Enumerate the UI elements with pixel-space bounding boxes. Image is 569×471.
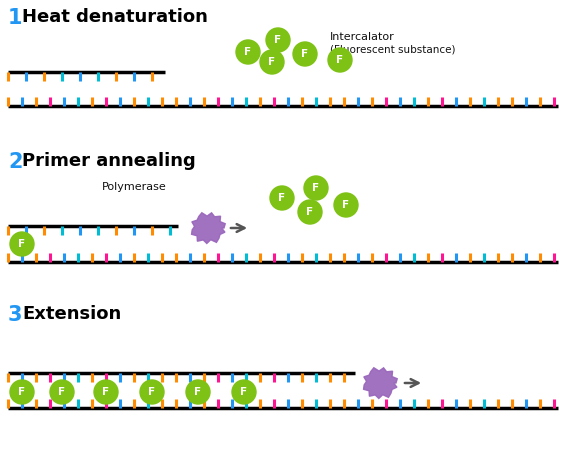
Circle shape: [10, 380, 34, 404]
Circle shape: [304, 176, 328, 200]
Text: F: F: [269, 57, 275, 67]
Text: F: F: [336, 55, 344, 65]
Circle shape: [50, 380, 74, 404]
Text: F: F: [278, 193, 286, 203]
Text: F: F: [18, 387, 26, 397]
Circle shape: [186, 380, 210, 404]
Circle shape: [140, 380, 164, 404]
Text: F: F: [343, 200, 349, 210]
Circle shape: [266, 28, 290, 52]
Polygon shape: [364, 368, 397, 398]
Text: F: F: [274, 35, 282, 45]
Text: F: F: [245, 47, 251, 57]
Polygon shape: [192, 213, 225, 244]
Text: F: F: [302, 49, 308, 59]
Text: F: F: [241, 387, 248, 397]
Text: (Fluorescent substance): (Fluorescent substance): [330, 44, 456, 54]
Text: 3: 3: [8, 305, 23, 325]
Text: Polymerase: Polymerase: [102, 182, 167, 192]
Circle shape: [298, 200, 322, 224]
Text: 1: 1: [8, 8, 23, 28]
Circle shape: [232, 380, 256, 404]
Circle shape: [328, 48, 352, 72]
Circle shape: [10, 232, 34, 256]
Circle shape: [94, 380, 118, 404]
Text: F: F: [18, 239, 26, 249]
Text: Heat denaturation: Heat denaturation: [22, 8, 208, 26]
Circle shape: [334, 193, 358, 217]
Text: F: F: [195, 387, 201, 397]
Circle shape: [270, 186, 294, 210]
Text: F: F: [102, 387, 110, 397]
Text: F: F: [312, 183, 320, 193]
Text: Extension: Extension: [22, 305, 121, 323]
Circle shape: [293, 42, 317, 66]
Text: 2: 2: [8, 152, 23, 172]
Text: F: F: [149, 387, 155, 397]
Text: Intercalator: Intercalator: [330, 32, 395, 42]
Text: F: F: [59, 387, 65, 397]
Circle shape: [236, 40, 260, 64]
Circle shape: [260, 50, 284, 74]
Text: Primer annealing: Primer annealing: [22, 152, 196, 170]
Text: F: F: [307, 207, 314, 217]
